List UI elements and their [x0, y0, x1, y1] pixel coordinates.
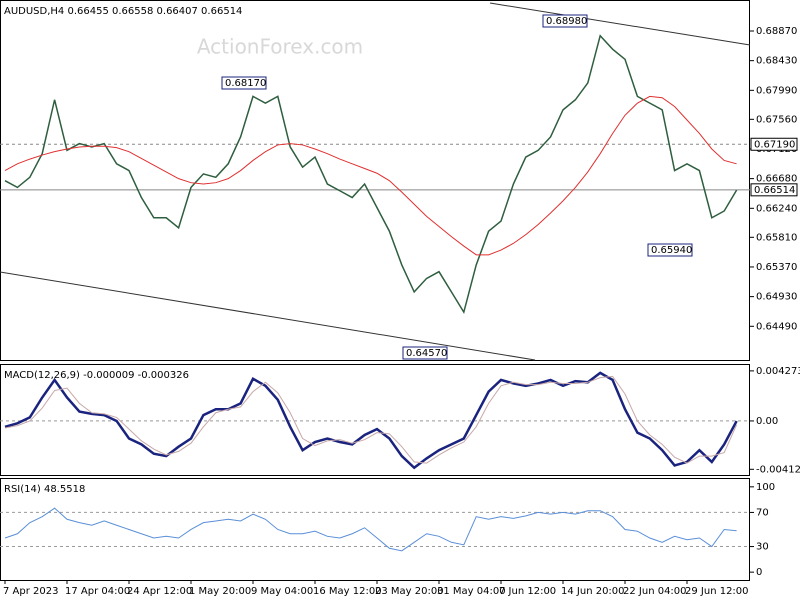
y-tick-label: 0.68870 [756, 26, 797, 37]
panel-title: RSI(14) 48.5518 [4, 484, 85, 495]
channel-upper [489, 2, 751, 46]
y-tick-label: 30 [756, 542, 769, 553]
y-tick-label: 0.65810 [756, 232, 797, 243]
y-tick-label: 0.67560 [756, 114, 797, 125]
annotation-box [542, 14, 588, 28]
series-line [4, 371, 738, 470]
y-tick-label: -0.004128 [756, 464, 800, 475]
y-tick-label: 0.004273 [756, 366, 800, 377]
x-tick-label: 7 Jun 12:00 [499, 586, 556, 597]
x-tick-label: 14 Jun 20:00 [561, 586, 625, 597]
y-tick-label: 0.66240 [756, 203, 797, 214]
y-tick-label: 100 [756, 482, 775, 493]
x-tick-label: 31 May 04:00 [437, 586, 506, 597]
annotation-box [402, 346, 448, 360]
x-tick-label: 16 May 12:00 [313, 586, 382, 597]
price-label: 0.66514 [754, 185, 795, 196]
annotation-box [221, 76, 267, 90]
macd-frame [0, 364, 750, 476]
channel-lower [0, 271, 536, 361]
panel-title: MACD(12,26,9) -0.000009 -0.000326 [4, 370, 189, 381]
x-tick-label: 9 May 04:00 [251, 586, 313, 597]
x-tick-label: 1 May 20:00 [189, 586, 251, 597]
x-tick-label: 29 Jun 12:00 [685, 586, 749, 597]
x-tick-label: 23 May 20:00 [375, 586, 444, 597]
x-tick-label: 22 Jun 04:00 [623, 586, 687, 597]
price-label-box [750, 183, 798, 197]
x-tick-label: 7 Apr 2023 [3, 586, 58, 597]
annotation-box [647, 243, 693, 257]
y-tick-label: 0.67990 [756, 85, 797, 96]
annotation: 0.64570 [406, 348, 447, 359]
x-tick-label: 17 Apr 04:00 [65, 586, 130, 597]
panel-title: AUDUSD,H4 0.66455 0.66558 0.66407 0.6651… [4, 6, 242, 17]
annotation: 0.68170 [225, 78, 266, 89]
series-line [4, 95, 737, 256]
series-line [4, 507, 737, 552]
y-tick-label: 0.68430 [756, 56, 797, 67]
y-tick-label: 0.64930 [756, 292, 797, 303]
annotation: 0.68980 [546, 16, 587, 27]
x-tick-label: 24 Apr 12:00 [127, 586, 192, 597]
price-label-box [750, 137, 798, 151]
rsi-frame [0, 478, 750, 581]
series-line [4, 375, 738, 464]
y-tick-label: 0 [756, 567, 762, 578]
price-frame [0, 0, 750, 361]
y-tick-label: 0.65370 [756, 262, 797, 273]
annotation: 0.65940 [651, 245, 692, 256]
y-tick-label: 0.64490 [756, 321, 797, 332]
watermark: ActionForex.com [197, 35, 363, 59]
y-tick-label: 70 [756, 507, 769, 518]
y-tick-label: 0.00 [756, 416, 778, 427]
series-line [4, 34, 738, 315]
y-tick-label: 0.66680 [756, 174, 797, 185]
price-label: 0.67190 [754, 139, 795, 150]
